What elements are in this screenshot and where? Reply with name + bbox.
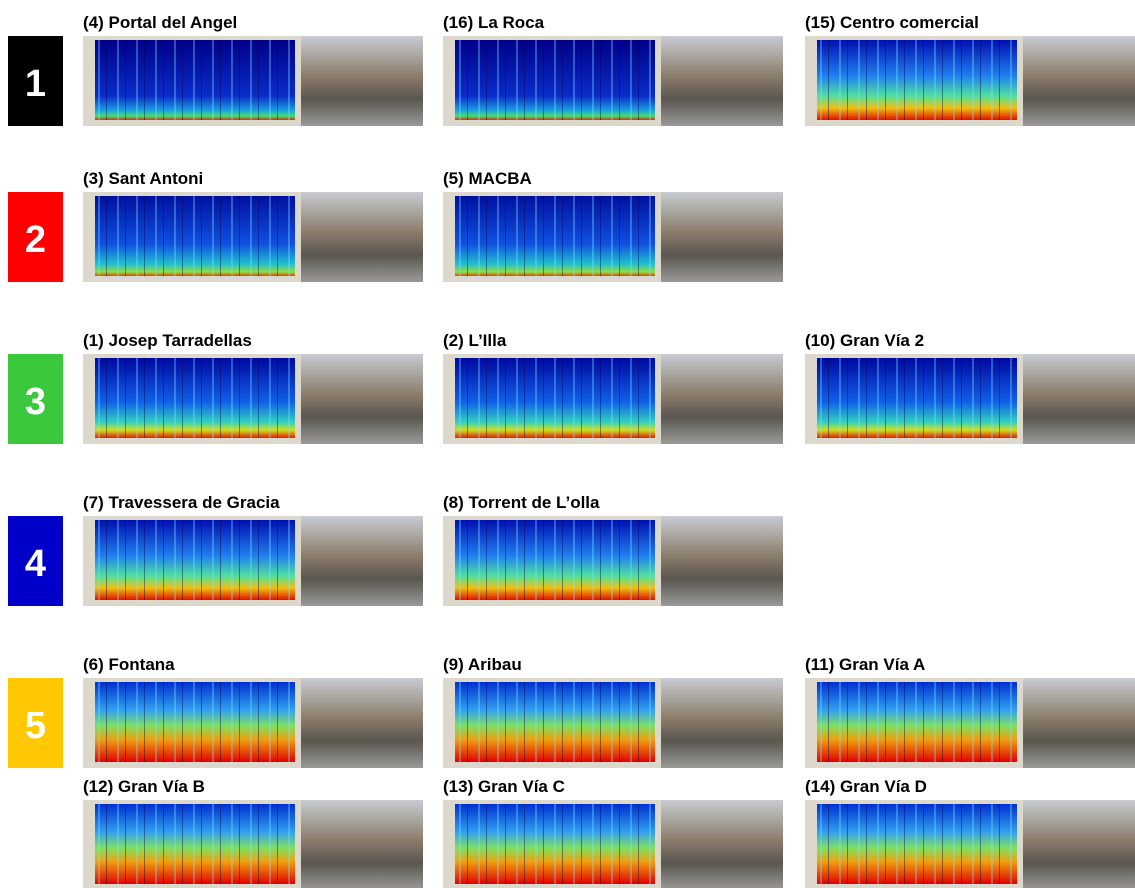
spectrogram-streaks: [455, 40, 655, 120]
panel-title: (11) Gran Vía A: [805, 655, 925, 674]
panel-title: (8) Torrent de L’olla: [443, 493, 600, 512]
spectrogram-streaks: [817, 358, 1017, 438]
panel-title: (15) Centro comercial: [805, 13, 979, 32]
photo: [661, 516, 783, 606]
spectrogram-streaks: [455, 682, 655, 762]
photo: [661, 354, 783, 444]
panel-title: (12) Gran Vía B: [83, 777, 205, 796]
spectrogram-streaks: [95, 682, 295, 762]
spectrogram-streaks: [95, 358, 295, 438]
photo: [301, 800, 423, 888]
panel-title: (14) Gran Vía D: [805, 777, 927, 796]
spectrogram-streaks: [455, 520, 655, 600]
spectrogram-streaks: [817, 804, 1017, 884]
photo: [1023, 678, 1135, 768]
group-label: 5: [25, 705, 46, 747]
panel-title: (3) Sant Antoni: [83, 169, 203, 188]
photo: [301, 678, 423, 768]
group-box: [8, 192, 63, 282]
group-label: 4: [25, 543, 46, 585]
spectrogram-streaks: [817, 682, 1017, 762]
spectrogram-streaks: [455, 804, 655, 884]
panel-title: (1) Josep Tarradellas: [83, 331, 252, 350]
panel-title: (5) MACBA: [443, 169, 532, 188]
spectrogram-streaks: [95, 804, 295, 884]
group-box: [8, 516, 63, 606]
photo: [301, 36, 423, 126]
group-box: [8, 36, 63, 126]
spectrogram-streaks: [817, 40, 1017, 120]
panel-title: (13) Gran Vía C: [443, 777, 565, 796]
group-label: 1: [25, 63, 46, 105]
panel-title: (7) Travessera de Gracia: [83, 493, 280, 512]
photo: [661, 36, 783, 126]
photo: [661, 800, 783, 888]
spectrogram-streaks: [95, 520, 295, 600]
panel-title: (6) Fontana: [83, 655, 175, 674]
panel-title: (9) Aribau: [443, 655, 522, 674]
group-box: [8, 354, 63, 444]
photo: [661, 678, 783, 768]
spectrogram-streaks: [95, 196, 295, 276]
panel-title: (10) Gran Vía 2: [805, 331, 924, 350]
spectrogram-streaks: [455, 358, 655, 438]
panel-title: (2) L’Illa: [443, 331, 507, 350]
panel-title: (4) Portal del Angel: [83, 13, 237, 32]
panel-title: (16) La Roca: [443, 13, 545, 32]
photo: [661, 192, 783, 282]
spectrogram-streaks: [95, 40, 295, 120]
group-box: [8, 678, 63, 768]
photo: [301, 516, 423, 606]
group-label: 3: [25, 381, 46, 423]
photo: [301, 192, 423, 282]
photo: [301, 354, 423, 444]
photo: [1023, 800, 1135, 888]
photo: [1023, 36, 1135, 126]
group-label: 2: [25, 219, 46, 261]
spectrogram-streaks: [455, 196, 655, 276]
photo: [1023, 354, 1135, 444]
